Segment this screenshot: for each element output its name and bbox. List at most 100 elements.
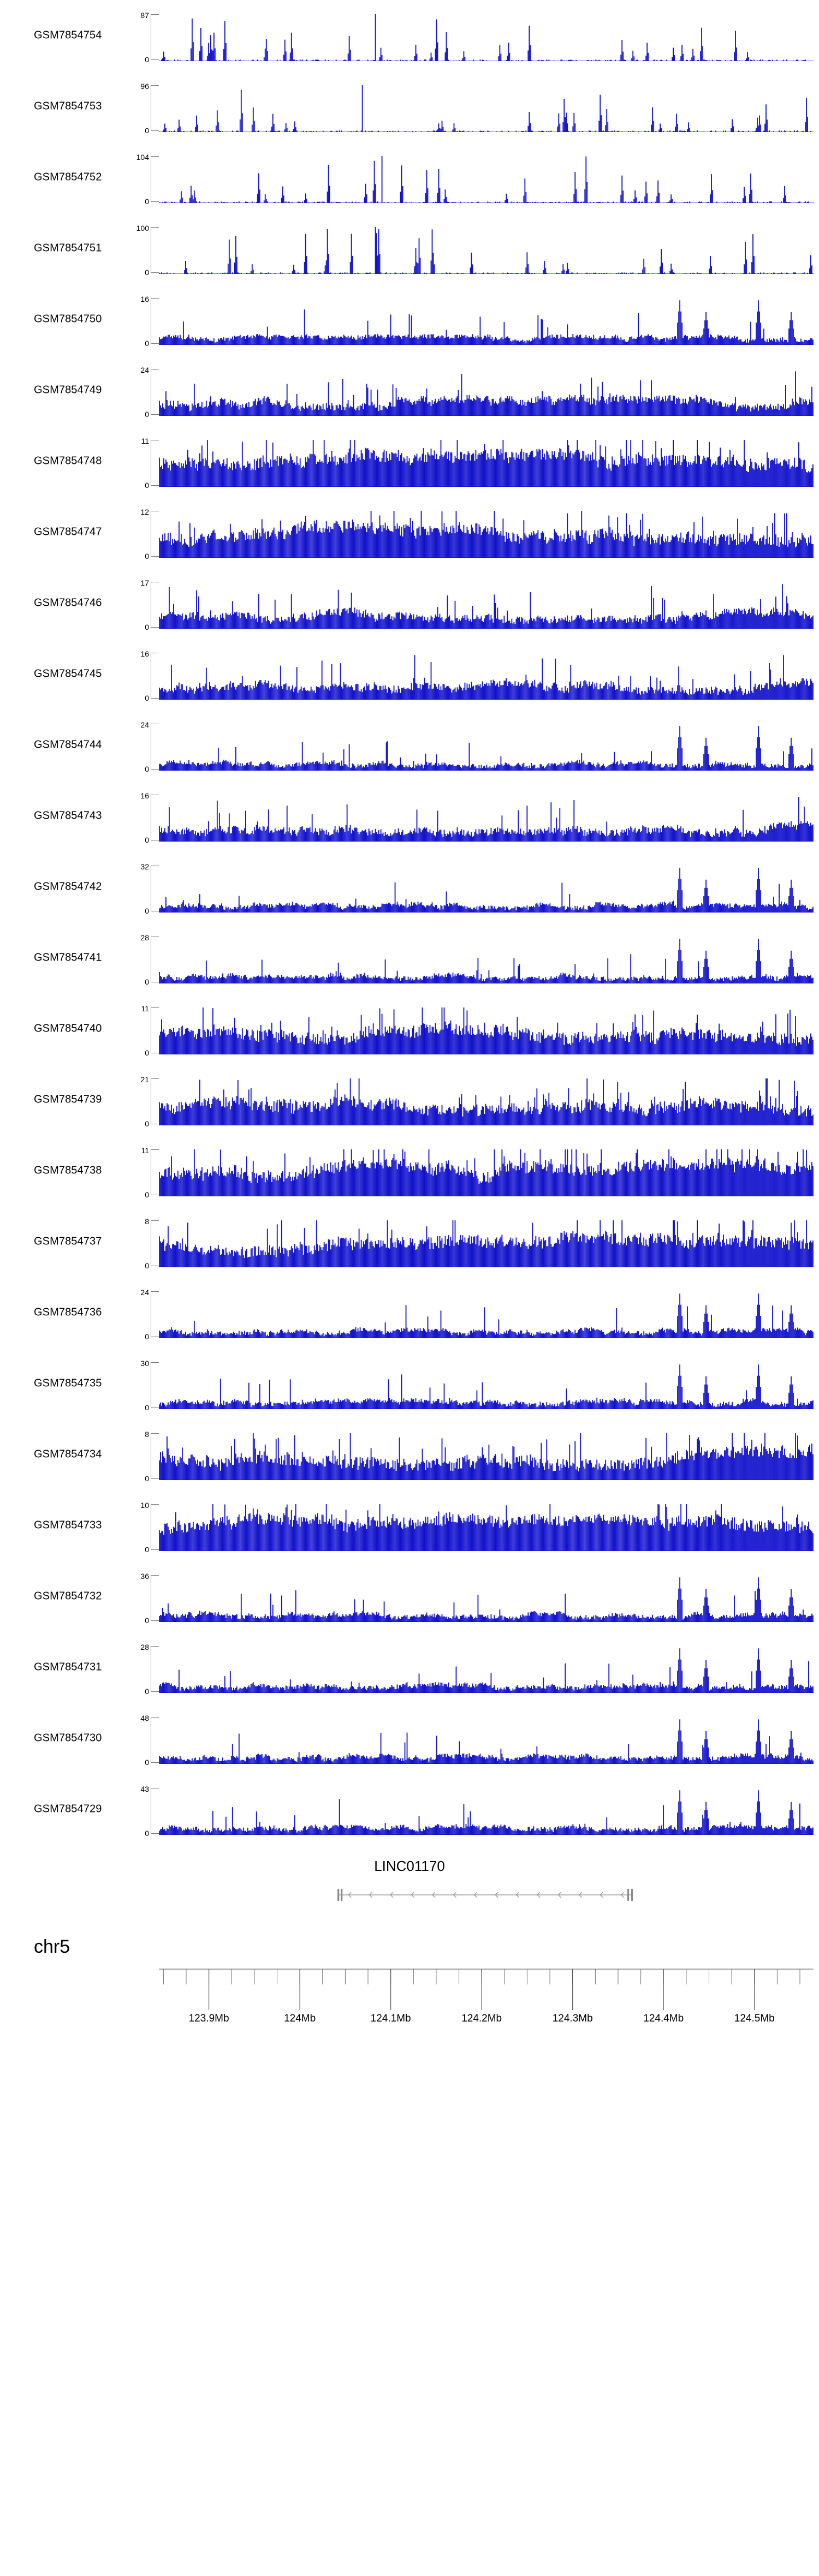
coverage-track: GSM7854738 11 0 (0, 1135, 819, 1206)
y-axis-bracket (150, 724, 159, 770)
gene-name-label: LINC01170 (374, 1858, 445, 1874)
y-axis-max: 43 (140, 1785, 149, 1793)
y-axis-bracket (150, 1078, 159, 1124)
y-axis-values: 48 0 (133, 1714, 149, 1767)
y-axis-max: 30 (140, 1359, 149, 1368)
coverage-track: GSM7854733 10 0 (0, 1490, 819, 1561)
coverage-track: GSM7854748 11 0 (0, 426, 819, 497)
track-label-gsm7854754: GSM7854754 (34, 29, 102, 41)
y-axis-values: 24 0 (133, 1289, 149, 1340)
track-y-axis: 96 0 (133, 82, 159, 135)
coverage-plot (159, 298, 814, 345)
y-axis-min: 0 (145, 126, 149, 135)
track-label-gsm7854732: GSM7854732 (34, 1590, 102, 1602)
track-label-gsm7854735: GSM7854735 (34, 1377, 102, 1390)
y-axis-min: 0 (145, 694, 149, 702)
y-axis-min: 0 (145, 1829, 149, 1838)
track-y-axis: 24 0 (133, 721, 159, 773)
y-axis-max: 16 (140, 295, 149, 303)
coverage-track: GSM7854745 16 0 (0, 639, 819, 709)
coverage-plot (159, 1220, 814, 1267)
y-axis-bracket (150, 298, 159, 344)
track-y-axis: 43 0 (133, 1785, 159, 1838)
coverage-track: GSM7854730 48 0 (0, 1703, 819, 1774)
y-axis-values: 11 0 (133, 1147, 149, 1198)
y-axis-values: 43 0 (133, 1785, 149, 1838)
track-label-gsm7854753: GSM7854753 (34, 100, 102, 112)
y-axis-bracket (150, 653, 159, 699)
y-axis-bracket (150, 85, 159, 131)
gene-model-glyph (0, 1884, 819, 1906)
y-axis-min: 0 (145, 552, 149, 560)
y-axis-min: 0 (145, 1687, 149, 1696)
y-axis-max: 11 (141, 1004, 149, 1013)
y-axis-max: 24 (140, 366, 149, 374)
track-y-axis: 48 0 (133, 1714, 159, 1767)
y-axis-values: 96 0 (133, 82, 149, 135)
track-y-axis: 16 0 (133, 792, 159, 844)
track-label-gsm7854751: GSM7854751 (34, 242, 102, 254)
y-axis-bracket (150, 156, 159, 202)
coverage-plot (159, 1149, 814, 1196)
y-axis-min: 0 (145, 1403, 149, 1412)
y-axis-min: 0 (145, 1119, 149, 1128)
y-axis-bracket (150, 1007, 159, 1053)
track-label-gsm7854739: GSM7854739 (34, 1093, 102, 1106)
y-axis-values: 16 0 (133, 650, 149, 702)
y-axis-bracket (150, 440, 159, 486)
coverage-track: GSM7854742 32 0 (0, 851, 819, 922)
track-label-gsm7854729: GSM7854729 (34, 1803, 102, 1815)
track-y-axis: 28 0 (133, 934, 159, 986)
chromosome-label: chr5 (34, 1936, 70, 1957)
y-axis-bracket (150, 1788, 159, 1834)
coverage-plot (159, 85, 814, 132)
y-axis-bracket (150, 795, 159, 840)
coverage-plot (159, 1007, 814, 1054)
y-axis-values: 100 0 (133, 224, 149, 276)
coverage-track-list: GSM7854754 87 0 GSM7854753 96 0 GSM7854752 104 0… (0, 11, 819, 1838)
track-label-gsm7854752: GSM7854752 (34, 171, 102, 183)
y-axis-max: 28 (140, 1643, 149, 1651)
y-axis-max: 48 (140, 1714, 149, 1722)
coverage-track: GSM7854751 100 0 (0, 213, 819, 284)
y-axis-values: 17 0 (133, 579, 149, 631)
y-axis-max: 8 (145, 1217, 149, 1226)
track-label-gsm7854747: GSM7854747 (34, 526, 102, 538)
coverage-plot (159, 227, 814, 274)
coverage-track: GSM7854743 16 0 (0, 780, 819, 851)
y-axis-bracket (150, 1717, 159, 1763)
coverage-track: GSM7854732 36 0 (0, 1561, 819, 1632)
y-axis-values: 28 0 (133, 934, 149, 986)
coverage-plot (159, 1788, 814, 1835)
y-axis-values: 11 0 (133, 437, 149, 489)
coverage-track: GSM7854753 96 0 (0, 71, 819, 142)
axis-ruler: 123.9Mb 124Mb 124.1Mb 124.2Mb 124.3Mb 124.4Mb… (0, 1927, 819, 2052)
track-label-gsm7854744: GSM7854744 (34, 738, 102, 751)
coverage-plot (159, 1433, 814, 1480)
y-axis-max: 104 (136, 153, 149, 162)
coverage-plot (159, 1717, 814, 1764)
track-y-axis: 104 0 (133, 153, 159, 205)
track-label-gsm7854730: GSM7854730 (34, 1732, 102, 1744)
track-label-gsm7854737: GSM7854737 (34, 1235, 102, 1248)
coverage-plot (159, 14, 814, 61)
y-axis-min: 0 (145, 1758, 149, 1767)
y-axis-bracket (150, 1362, 159, 1408)
track-y-axis: 87 0 (133, 11, 159, 63)
y-axis-min: 0 (145, 1616, 149, 1625)
y-axis-max: 96 (140, 82, 149, 91)
y-axis-bracket (150, 1504, 159, 1550)
y-axis-values: 16 0 (133, 295, 149, 347)
track-y-axis: 28 0 (133, 1643, 159, 1696)
track-y-axis: 16 0 (133, 295, 159, 347)
y-axis-max: 17 (140, 579, 149, 587)
coverage-plot (159, 653, 814, 700)
coverage-plot (159, 440, 814, 487)
y-axis-values: 36 0 (133, 1572, 149, 1625)
track-label-gsm7854741: GSM7854741 (34, 951, 102, 964)
coverage-plot (159, 582, 814, 629)
